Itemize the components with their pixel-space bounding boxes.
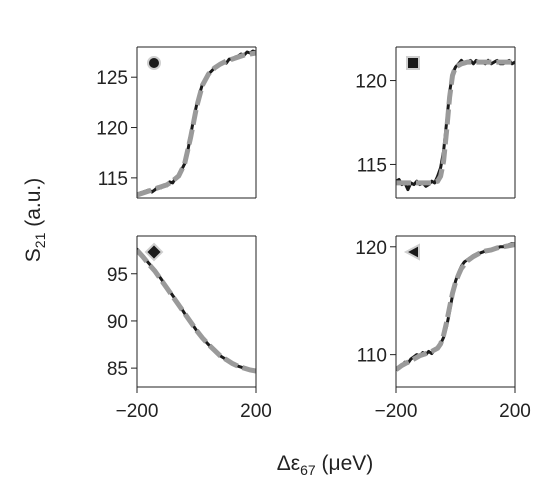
data-line (396, 58, 515, 192)
circle-marker-icon (147, 56, 161, 70)
fit-line (137, 50, 256, 198)
panel-1: 115 120 125 (96, 46, 257, 199)
data-line (137, 49, 256, 196)
y-axis-title-sub: 21 (32, 232, 48, 248)
series-group (137, 247, 256, 374)
y-axis-title: S21 (a.u.) (22, 178, 48, 262)
diamond-marker-icon (144, 242, 164, 262)
x-tick-label: 200 (240, 401, 272, 422)
x-axis-title-sub: 67 (300, 462, 316, 478)
panel-2: 115 120 (355, 46, 516, 199)
y-axis-title-main: S (22, 248, 45, 262)
panel-3: 85 90 95 −200 200 (107, 235, 272, 422)
fit-line (396, 59, 515, 186)
y-tick-label: 85 (107, 359, 128, 380)
panels-group: 115 120 125 115 120 85 90 95 −200 200 110 120 −200 20… (96, 46, 531, 422)
x-tick-label: 200 (499, 401, 531, 422)
y-tick-label: 90 (107, 312, 128, 333)
fit-line (396, 242, 515, 372)
series-group (396, 242, 515, 372)
y-tick-label: 115 (98, 169, 128, 190)
series-group (396, 58, 515, 192)
y-axis-title-rest: (a.u.) (22, 178, 45, 233)
x-tick-label: −200 (116, 401, 159, 422)
y-tick-label: 95 (107, 265, 128, 286)
series-group (137, 49, 256, 198)
x-axis-title-rest: (μeV) (316, 452, 374, 475)
square-marker-icon (406, 56, 420, 70)
y-tick-label: 120 (355, 72, 387, 93)
y-tick-label: 120 (355, 238, 387, 259)
x-axis-title: Δε67 (μeV) (277, 452, 374, 478)
x-tick-label: −200 (375, 401, 418, 422)
fit-line (137, 248, 256, 374)
y-tick-label: 115 (357, 155, 387, 176)
panel-4: 110 120 −200 200 (355, 235, 531, 422)
triangle-left-marker-icon (403, 243, 420, 261)
data-line (396, 242, 515, 372)
y-tick-label: 120 (96, 119, 128, 140)
y-tick-label: 125 (96, 68, 128, 89)
x-axis-title-main: Δε (277, 452, 300, 475)
y-tick-label: 110 (357, 346, 387, 367)
